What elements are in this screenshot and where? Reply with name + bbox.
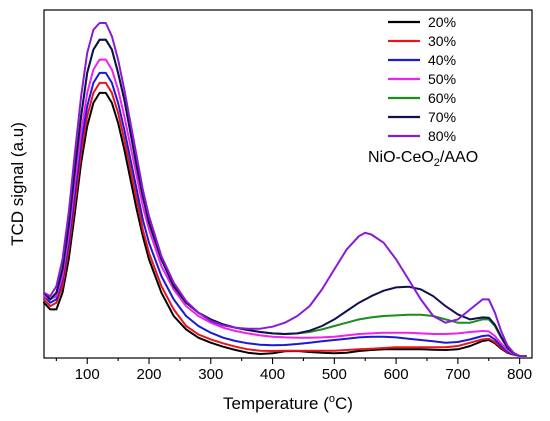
- series-line-50pct: [43, 58, 527, 357]
- x-axis: 100 200 300 400 500 600 700 800: [55, 358, 532, 383]
- series-line-60pct: [43, 38, 527, 357]
- legend-label: 20%: [428, 14, 456, 30]
- legend-label: 60%: [428, 90, 456, 106]
- legend-label: 30%: [428, 33, 456, 49]
- annotation-label: NiO-CeO2/AAO: [368, 149, 478, 169]
- x-tick-label: 800: [507, 366, 532, 383]
- legend: 20% 30% 40% 50% 60% 70% 80%: [388, 14, 456, 144]
- series-line-20pct: [43, 91, 527, 357]
- series-lines: [43, 22, 527, 357]
- legend-label: 70%: [428, 109, 456, 125]
- legend-label: 50%: [428, 71, 456, 87]
- x-tick-label: 100: [75, 366, 100, 383]
- series-line-70pct: [43, 38, 527, 357]
- y-axis-title: TCD signal (a.u): [8, 122, 27, 246]
- plot-frame: [43, 9, 533, 359]
- x-tick-label: 300: [198, 366, 223, 383]
- x-tick-label: 600: [384, 366, 409, 383]
- series-line-40pct: [43, 71, 527, 357]
- x-tick-label: 200: [136, 366, 161, 383]
- x-tick-label: 400: [260, 366, 285, 383]
- legend-label: 40%: [428, 52, 456, 68]
- x-axis-title: Temperature (oC): [223, 393, 353, 413]
- x-tick-label: 500: [322, 366, 347, 383]
- legend-label: 80%: [428, 128, 456, 144]
- series-line-80pct: [43, 22, 527, 357]
- x-tick-label: 700: [445, 366, 470, 383]
- series-line-30pct: [43, 81, 527, 357]
